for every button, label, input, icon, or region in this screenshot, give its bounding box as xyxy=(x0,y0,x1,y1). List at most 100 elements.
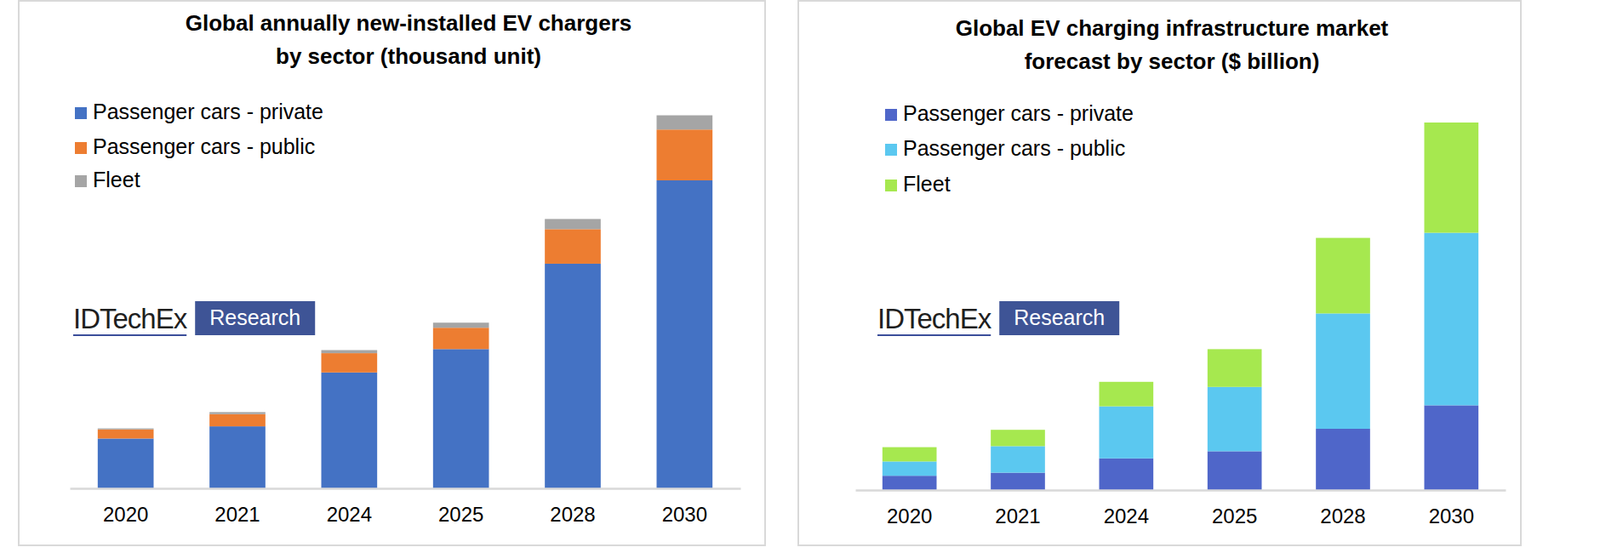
tick: 2028 xyxy=(1320,504,1366,528)
bar xyxy=(1207,348,1263,387)
bar xyxy=(1099,406,1155,459)
legend-item: Passenger cars - private xyxy=(74,99,324,124)
bars xyxy=(97,115,713,489)
tick: 2028 xyxy=(549,502,595,526)
bar xyxy=(1424,122,1480,234)
watermark-label: Research xyxy=(209,305,301,330)
tick: 2020 xyxy=(102,502,149,526)
tick-label: 2025 xyxy=(1211,504,1258,528)
watermark-box xyxy=(194,301,315,336)
chart: Global annually new-installed EV charger… xyxy=(18,0,766,546)
watermark-underline xyxy=(877,334,991,337)
panel-frame xyxy=(798,0,1521,546)
panel-frame xyxy=(18,0,766,546)
series xyxy=(882,122,1479,462)
tick: 2021 xyxy=(994,504,1040,528)
x-axis: 2020 2021 2024 2025 2028 2030 xyxy=(70,489,742,527)
watermark-underline xyxy=(73,334,187,337)
legend-swatch xyxy=(74,142,87,155)
bar xyxy=(1424,405,1480,491)
tick-label: 2024 xyxy=(1103,504,1149,528)
bar xyxy=(97,428,155,430)
bar xyxy=(209,414,266,427)
watermark-label: Research xyxy=(1013,305,1105,330)
bar xyxy=(544,228,601,264)
tick: 2024 xyxy=(1103,504,1149,528)
watermark: IDTechEx Research xyxy=(877,301,1120,336)
legend-swatch xyxy=(885,108,898,121)
bar xyxy=(433,327,490,349)
bar xyxy=(1099,382,1155,407)
tick: 2021 xyxy=(214,502,260,526)
tick-label: 2025 xyxy=(438,502,484,526)
bar xyxy=(1315,238,1371,315)
legend-label: Passenger cars - private xyxy=(92,99,324,124)
bar xyxy=(321,350,378,355)
series xyxy=(97,129,713,439)
series xyxy=(97,115,713,430)
legend-swatch xyxy=(885,179,898,192)
bar xyxy=(1099,458,1155,491)
bar xyxy=(657,115,714,131)
title: Global annually new-installed EV charger… xyxy=(185,10,632,36)
tick: 2025 xyxy=(1211,504,1258,528)
x-axis: 2020 2021 2024 2025 2028 2030 xyxy=(856,491,1507,529)
legend-swatch xyxy=(74,107,87,120)
tick-label: 2021 xyxy=(214,502,260,526)
bar xyxy=(882,461,938,476)
legend-item: Fleet xyxy=(74,167,141,192)
bar xyxy=(1315,313,1371,429)
bar xyxy=(990,429,1046,446)
bar xyxy=(657,129,714,181)
bar xyxy=(1207,387,1263,452)
bar xyxy=(1424,233,1480,406)
chart: Global EV charging infrastructure market… xyxy=(798,0,1521,546)
tick: 2025 xyxy=(438,502,484,526)
bar xyxy=(990,473,1046,491)
bar xyxy=(544,263,601,489)
legend-label: Passenger cars - public xyxy=(92,134,315,159)
legend: Passenger cars - private Passenger cars -… xyxy=(885,101,1134,196)
axis-line xyxy=(70,487,742,491)
tick: 2024 xyxy=(326,502,372,526)
bar xyxy=(1315,428,1371,491)
legend-item: Fleet xyxy=(885,171,951,196)
figure: Global annually new-installed EV charger… xyxy=(0,0,1600,553)
bar xyxy=(209,426,266,489)
tick-label: 2024 xyxy=(326,502,372,526)
legend-item: Passenger cars - public xyxy=(74,134,315,159)
legend-label: Passenger cars - private xyxy=(902,101,1134,126)
bar xyxy=(433,348,490,489)
watermark-brand: IDTechEx xyxy=(73,302,189,335)
legend-swatch xyxy=(885,143,898,156)
bars xyxy=(882,122,1479,491)
tick-label: 2028 xyxy=(549,502,595,526)
legend-label: Fleet xyxy=(92,167,141,192)
tick-label: 2030 xyxy=(662,502,708,526)
bar xyxy=(990,445,1046,473)
bar xyxy=(544,218,601,229)
bar xyxy=(882,475,938,491)
tick-label: 2021 xyxy=(994,504,1040,528)
tick: 2020 xyxy=(886,504,932,528)
legend: Passenger cars - private Passenger cars -… xyxy=(74,99,324,192)
tick-label: 2020 xyxy=(886,504,932,528)
bar xyxy=(97,438,155,489)
tick: 2030 xyxy=(662,502,708,526)
title: forecast by sector ($ billion) xyxy=(1024,48,1320,75)
watermark-brand: IDTechEx xyxy=(877,302,993,335)
tick-label: 2028 xyxy=(1320,504,1366,528)
bar xyxy=(321,372,378,489)
bar xyxy=(657,180,714,489)
legend-item: Passenger cars - public xyxy=(885,136,1126,160)
tick-label: 2030 xyxy=(1428,504,1475,528)
legend-label: Passenger cars - public xyxy=(902,136,1126,160)
bar xyxy=(882,447,938,463)
title: Global EV charging infrastructure market xyxy=(955,15,1389,41)
bar xyxy=(209,411,266,414)
bar xyxy=(321,353,378,373)
tick-label: 2020 xyxy=(102,502,149,526)
bar xyxy=(433,322,490,328)
title: by sector (thousand unit) xyxy=(275,43,542,69)
watermark: IDTechEx Research xyxy=(73,301,315,336)
